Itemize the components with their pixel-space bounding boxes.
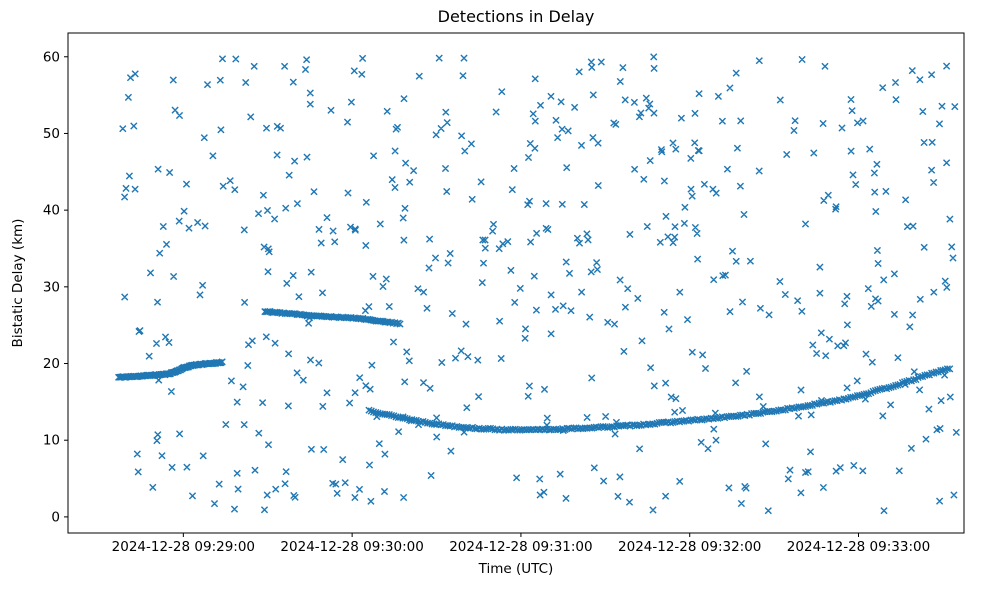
x-tick-label: 2024-12-28 09:30:00 — [280, 539, 423, 555]
scatter-x-markers — [115, 53, 960, 515]
x-tick-label: 2024-12-28 09:33:00 — [787, 539, 930, 555]
y-tick-label: 60 — [43, 49, 60, 65]
tick-marks — [64, 56, 860, 537]
y-tick-label: 20 — [43, 356, 60, 372]
tick-labels: 2024-12-28 09:29:00 2024-12-28 09:30:00 20… — [43, 49, 930, 555]
x-tick-label: 2024-12-28 09:29:00 — [112, 539, 255, 555]
x-tick-label: 2024-12-28 09:32:00 — [618, 539, 761, 555]
x-tick-label: 2024-12-28 09:31:00 — [449, 539, 592, 555]
y-tick-label: 30 — [43, 279, 60, 295]
y-tick-label: 0 — [51, 509, 60, 525]
y-tick-label: 50 — [43, 126, 60, 142]
chart-title: Detections in Delay — [437, 7, 595, 26]
y-tick-label: 40 — [43, 203, 60, 219]
y-tick-label: 10 — [43, 433, 60, 449]
x-axis-label: Time (UTC) — [478, 561, 554, 577]
axes-spines — [67, 32, 965, 534]
